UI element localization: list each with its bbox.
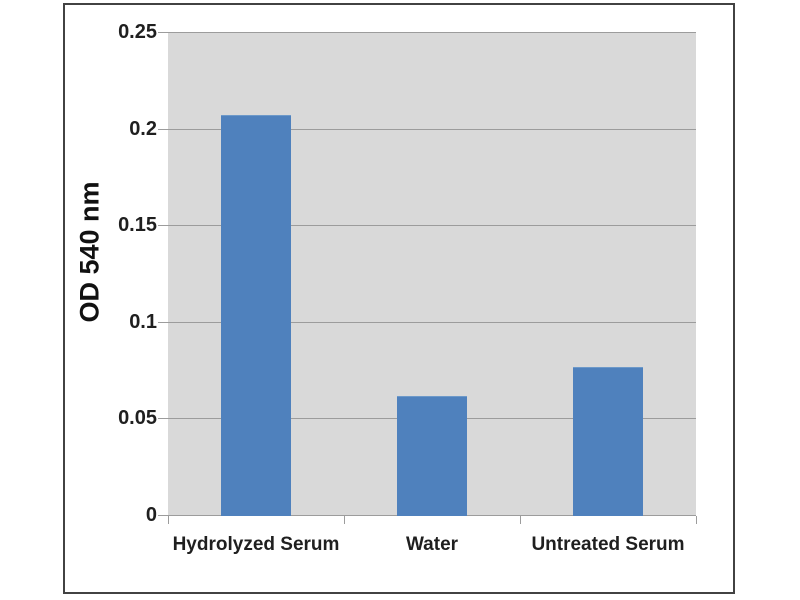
y-tick-mark xyxy=(158,129,168,130)
y-tick-label: 0.1 xyxy=(129,311,157,333)
bar-water xyxy=(397,396,467,516)
x-category-label: Untreated Serum xyxy=(531,534,685,555)
y-tick-label: 0.05 xyxy=(118,407,157,429)
y-tick-label: 0.25 xyxy=(118,21,157,43)
gridline xyxy=(168,225,696,226)
y-tick-mark xyxy=(158,418,168,419)
y-tick-mark xyxy=(158,322,168,323)
x-category-label: Hydrolyzed Serum xyxy=(172,534,340,555)
x-tick-mark xyxy=(696,516,697,524)
y-tick-label: 0 xyxy=(145,504,157,526)
y-axis-title-text: OD 540 nm xyxy=(74,181,105,323)
y-tick-mark xyxy=(158,32,168,33)
plot-area xyxy=(168,32,696,516)
x-tick-mark xyxy=(520,516,521,524)
gridline xyxy=(168,322,696,323)
y-tick-mark xyxy=(158,515,168,516)
y-tick-label: 0.15 xyxy=(118,214,157,236)
gridline xyxy=(168,129,696,130)
chart-frame: OD 540 nm 0.25 0.2 0.15 0.1 0.05 0 Hydrolyzed… xyxy=(63,3,735,594)
x-tick-mark xyxy=(344,516,345,524)
bar-untreated-serum xyxy=(573,367,643,516)
y-tick-label: 0.2 xyxy=(129,118,157,140)
gridline xyxy=(168,32,696,33)
x-tick-mark xyxy=(168,516,169,524)
bar-hydrolyzed-serum xyxy=(221,115,291,516)
y-tick-mark xyxy=(158,225,168,226)
x-category-label: Water xyxy=(405,534,459,555)
